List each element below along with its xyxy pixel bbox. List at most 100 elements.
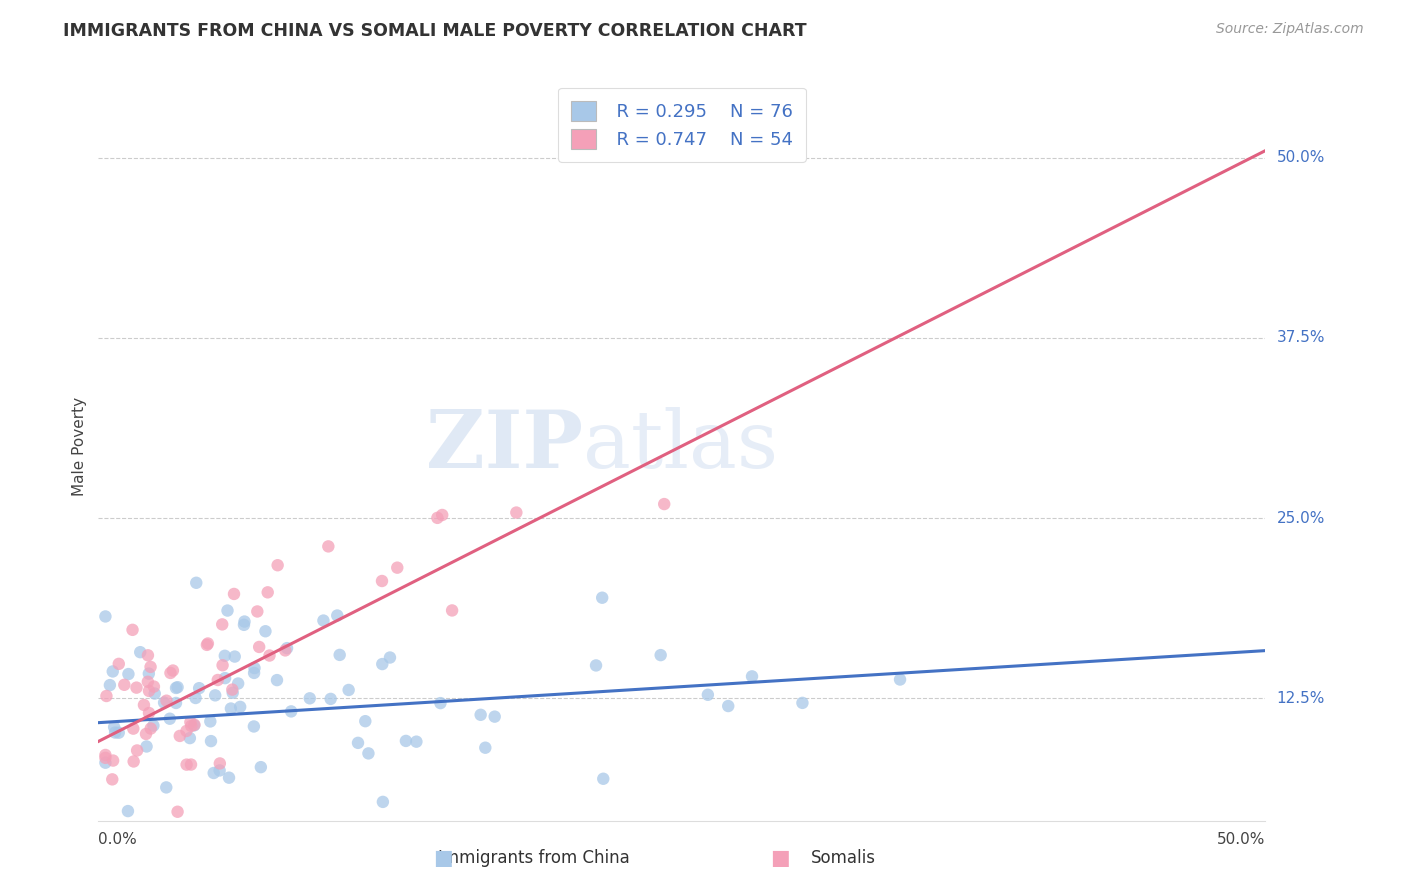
Point <box>217 603 239 617</box>
Point <box>94 756 117 770</box>
Point <box>696 688 718 702</box>
Point <box>429 696 451 710</box>
Point <box>127 743 149 757</box>
Point <box>319 692 342 706</box>
Point <box>652 497 675 511</box>
Text: 50.0%: 50.0% <box>1218 832 1265 847</box>
Point <box>117 667 139 681</box>
Point <box>204 689 226 703</box>
Point <box>138 684 160 698</box>
Point <box>136 674 159 689</box>
Point <box>179 715 201 730</box>
Point <box>94 747 117 762</box>
Point <box>256 585 278 599</box>
Point <box>139 722 162 736</box>
Point <box>94 751 117 765</box>
Point <box>155 780 177 795</box>
Point <box>354 714 377 728</box>
Y-axis label: Male Poverty: Male Poverty <box>72 396 87 496</box>
Point <box>329 648 352 662</box>
Point <box>229 699 252 714</box>
Point <box>166 805 188 819</box>
Point <box>243 719 266 733</box>
Point <box>387 560 409 574</box>
Point <box>125 681 148 695</box>
Point <box>136 648 159 663</box>
Point <box>792 696 814 710</box>
Point <box>176 757 198 772</box>
Point <box>274 643 297 657</box>
Point <box>180 719 202 733</box>
Point <box>188 681 211 695</box>
Point <box>195 638 218 652</box>
Point <box>371 795 394 809</box>
Point <box>741 669 763 683</box>
Point <box>179 731 201 745</box>
Text: ZIP: ZIP <box>426 407 582 485</box>
Point <box>371 657 394 671</box>
Point <box>143 687 166 701</box>
Point <box>426 511 449 525</box>
Point <box>208 764 231 778</box>
Point <box>280 705 302 719</box>
Text: Somalis: Somalis <box>811 849 876 867</box>
Point <box>153 696 176 710</box>
Point <box>101 754 124 768</box>
Point <box>221 682 243 697</box>
Point <box>211 658 233 673</box>
Point <box>165 696 187 710</box>
Point <box>112 678 135 692</box>
Point <box>474 740 496 755</box>
Point <box>218 771 240 785</box>
Text: IMMIGRANTS FROM CHINA VS SOMALI MALE POVERTY CORRELATION CHART: IMMIGRANTS FROM CHINA VS SOMALI MALE POV… <box>63 22 807 40</box>
Point <box>889 673 911 687</box>
Text: 12.5%: 12.5% <box>1277 690 1324 706</box>
Point <box>166 680 188 694</box>
Point <box>207 673 229 687</box>
Point <box>222 587 245 601</box>
Point <box>717 699 740 714</box>
Point <box>159 665 181 680</box>
Point <box>233 617 256 632</box>
Point <box>103 720 125 734</box>
Point <box>347 736 370 750</box>
Point <box>121 623 143 637</box>
Point <box>243 661 266 675</box>
Text: atlas: atlas <box>582 407 778 485</box>
Point <box>94 609 117 624</box>
Point <box>107 657 129 671</box>
Point <box>441 603 464 617</box>
Point <box>208 756 231 771</box>
Point <box>200 714 222 729</box>
Point <box>484 709 506 723</box>
Text: 25.0%: 25.0% <box>1277 510 1324 525</box>
Point <box>142 718 165 732</box>
Point <box>432 508 454 522</box>
Point <box>184 690 207 705</box>
Point <box>142 680 165 694</box>
Point <box>371 574 394 588</box>
Point <box>259 648 281 663</box>
Point <box>96 689 118 703</box>
Point <box>183 718 205 732</box>
Point <box>169 729 191 743</box>
Text: ■: ■ <box>770 848 790 868</box>
Point <box>243 665 266 680</box>
Point <box>378 650 401 665</box>
Point <box>222 686 245 700</box>
Point <box>117 804 139 818</box>
Point <box>337 683 360 698</box>
Point <box>132 698 155 712</box>
Point <box>250 760 273 774</box>
Point <box>214 648 236 663</box>
Point <box>318 540 340 554</box>
Point <box>211 617 233 632</box>
Point <box>202 766 225 780</box>
Point <box>247 640 270 654</box>
Point <box>312 614 335 628</box>
Point <box>138 666 160 681</box>
Point <box>138 706 160 720</box>
Point <box>135 727 157 741</box>
Point <box>224 649 246 664</box>
Point <box>357 747 380 761</box>
